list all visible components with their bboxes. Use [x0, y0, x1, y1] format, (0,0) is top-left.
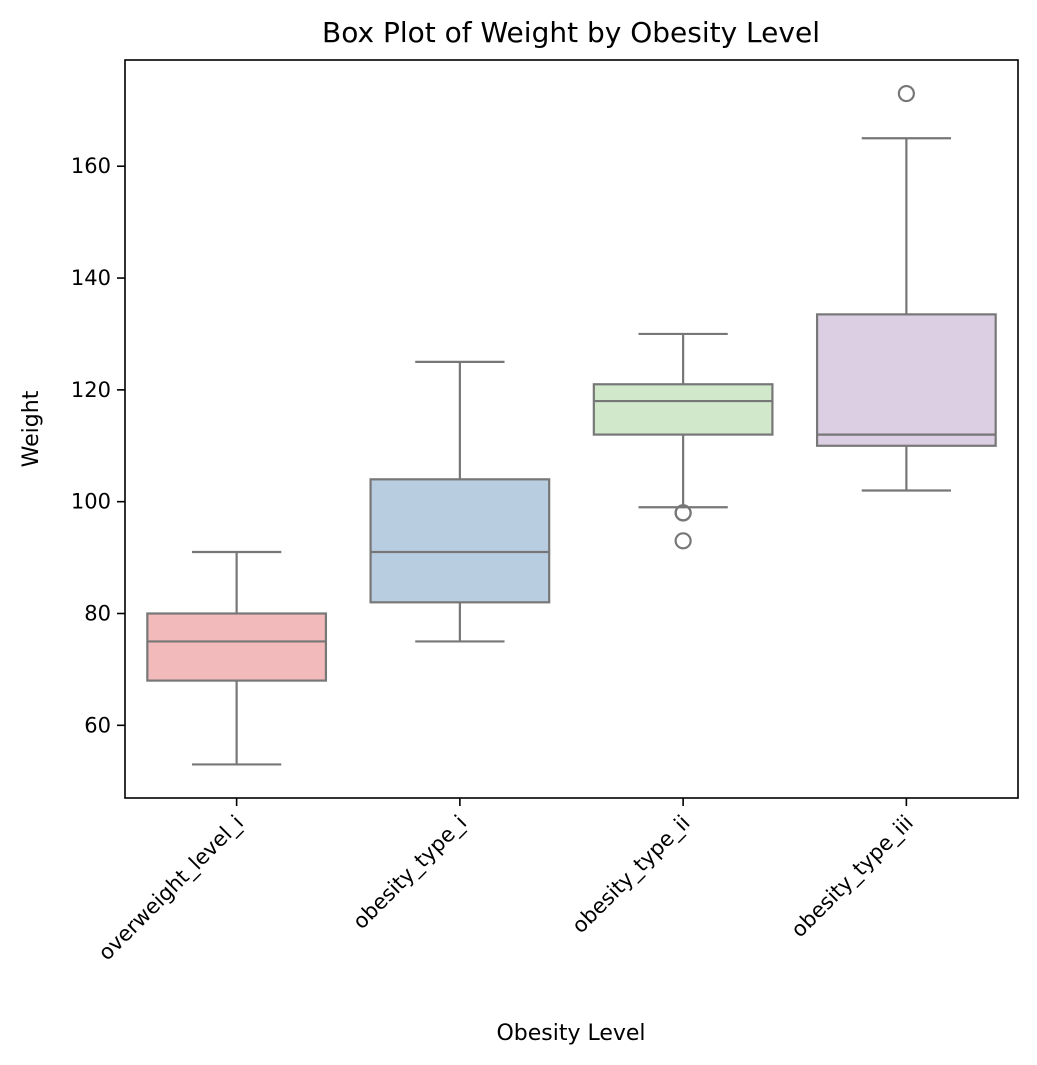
x-axis-label: Obesity Level — [496, 1021, 645, 1046]
box-obesity_type_i — [369, 360, 551, 643]
box-overweight_level_i — [146, 550, 328, 766]
outlier-point — [897, 84, 915, 103]
iqr-box — [815, 313, 997, 447]
y-axis-label: Weight — [19, 390, 44, 467]
plot-area — [146, 84, 997, 766]
x-tick-label: overweight_level_i — [94, 811, 249, 966]
y-tick-label: 100 — [71, 490, 111, 514]
box-obesity_type_ii — [592, 332, 774, 550]
chart-title: Box Plot of Weight by Obesity Level — [322, 16, 820, 49]
x-tick-label: obesity_type_ii — [567, 811, 695, 939]
y-tick-label: 60 — [84, 713, 111, 737]
y-tick-label: 140 — [71, 266, 111, 290]
iqr-box — [146, 612, 328, 682]
iqr-box — [369, 478, 551, 604]
x-axis: overweight_level_i obesity_type_i obesity_… — [94, 798, 919, 966]
y-tick-label: 80 — [84, 602, 111, 626]
box-obesity_type_iii — [815, 84, 997, 492]
outlier-point — [674, 504, 692, 522]
outlier-point — [674, 532, 692, 550]
y-axis: 60 80 100 120 140 160 — [71, 154, 125, 737]
x-tick-label: obesity_type_i — [348, 811, 472, 935]
y-tick-label: 160 — [71, 154, 111, 178]
iqr-box — [592, 383, 774, 436]
x-tick-label: obesity_type_iii — [786, 811, 918, 943]
plot-frame — [124, 59, 1019, 799]
y-tick-label: 120 — [71, 378, 111, 402]
